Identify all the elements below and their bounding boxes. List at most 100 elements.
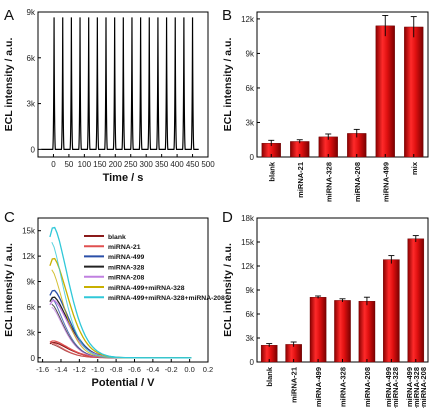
- y-tick-label: 6k: [246, 310, 255, 319]
- plot-frame: [37, 11, 209, 158]
- bar: [375, 25, 395, 158]
- legend-label: miRNA-208: [108, 275, 144, 282]
- y-tick-label: 15k: [241, 238, 255, 247]
- panel-A: A ECL intensity / a.u. 0 3k 6k 9k 0 50 100 150 200…: [3, 7, 215, 184]
- category-label-line: miRNA-328: [339, 367, 348, 407]
- panel-label: B: [222, 7, 232, 24]
- x-tick-label: 0.0: [184, 365, 194, 374]
- category-label-line: +miRNA-328: [391, 367, 400, 408]
- category-label: miRNA-21: [290, 367, 299, 403]
- category-label: miRNA-328: [324, 162, 333, 202]
- category-label-line: miRNA-499: [405, 367, 414, 407]
- category-label: blank: [265, 366, 274, 386]
- x-tick-label: 100: [78, 160, 92, 169]
- x-tick-label: -0.8: [110, 365, 123, 374]
- legend-label: miRNA-499+miRNA-328+miRNA-208: [108, 295, 225, 302]
- panel-label: D: [222, 209, 233, 226]
- panel-label: C: [4, 209, 15, 226]
- x-tick-label: 50: [64, 160, 73, 169]
- x-tick-label: -1.4: [55, 365, 68, 374]
- category-label-line: miRNA-21: [296, 162, 305, 198]
- category-label: mix: [410, 161, 419, 175]
- series-line: [49, 340, 192, 359]
- legend-label: miRNA-499+miRNA-328: [108, 285, 185, 292]
- x-tick-label: 0.2: [203, 365, 213, 374]
- panel-B: B ECL intensity / a.u. 0 3k 6k 9k 12k blank miRN…: [222, 7, 429, 202]
- y-tick-label: 3k: [246, 334, 255, 343]
- x-tick-label: 400: [170, 160, 184, 169]
- x-tick-label: 0: [51, 160, 56, 169]
- y-tick-label: 12k: [22, 252, 36, 261]
- x-tick-label: -0.2: [165, 365, 178, 374]
- y-tick-label: 0: [250, 153, 255, 162]
- category-label: miRNA-499+miRNA-328: [384, 367, 400, 408]
- y-tick-label: 9k: [246, 286, 255, 295]
- x-tick-label: -0.6: [128, 365, 141, 374]
- bar: [334, 300, 351, 363]
- x-tick-label: 350: [155, 160, 169, 169]
- y-axis-label: ECL intensity / a.u.: [3, 38, 15, 132]
- panel-label: A: [4, 7, 14, 24]
- category-label: miRNA-499: [314, 367, 323, 407]
- category-label-line: +miRNA-328: [412, 367, 421, 408]
- y-tick-label: 15k: [22, 227, 36, 236]
- x-tick-label: 500: [201, 160, 215, 169]
- y-axis-label: ECL intensity / a.u.: [222, 243, 234, 337]
- y-tick-label: 12k: [241, 262, 255, 271]
- category-label-line: miRNA-328: [324, 162, 333, 202]
- legend-label: miRNA-21: [108, 244, 141, 251]
- category-label: blank: [267, 161, 276, 181]
- bar: [309, 297, 327, 363]
- y-axis-label: ECL intensity / a.u.: [222, 38, 234, 132]
- category-label-line: miRNA-21: [290, 367, 299, 403]
- y-tick-label: 12k: [241, 15, 255, 24]
- y-tick-label: 3k: [246, 118, 255, 127]
- y-tick-label: 6k: [27, 54, 36, 63]
- y-tick-label: 6k: [27, 303, 36, 312]
- category-label-line: miRNA-208: [363, 367, 372, 407]
- bar: [318, 136, 338, 158]
- y-tick-label: 9k: [27, 278, 36, 287]
- y-tick-label: 9k: [246, 49, 255, 58]
- x-tick-label: 150: [93, 160, 107, 169]
- x-tick-label: 450: [186, 160, 200, 169]
- x-tick-label: -0.4: [146, 365, 159, 374]
- y-tick-label: 0: [250, 358, 255, 367]
- y-axis-label: ECL intensity / a.u.: [3, 243, 15, 337]
- y-tick-label: 0: [31, 145, 36, 154]
- plot-frame: [256, 11, 429, 158]
- series-line: [49, 257, 192, 359]
- x-tick-label: 250: [124, 160, 138, 169]
- bar: [358, 301, 376, 363]
- category-label-line: blank: [265, 366, 274, 386]
- category-label: miRNA-208: [363, 367, 372, 407]
- bar: [404, 26, 424, 158]
- category-label-line: mix: [410, 161, 419, 175]
- category-label-line: blank: [267, 161, 276, 181]
- category-label-line: miRNA-499: [381, 162, 390, 202]
- category-label: miRNA-328: [339, 367, 348, 407]
- x-tick-label: 200: [109, 160, 123, 169]
- category-label: miRNA-21: [296, 162, 305, 198]
- series-line: [41, 17, 199, 150]
- panel-D: D ECL intensity / a.u. 0 3k 6k 9k 12k 15k 18k bla…: [222, 209, 429, 408]
- x-tick-label: -1.0: [91, 365, 104, 374]
- y-tick-label: 6k: [246, 84, 255, 93]
- x-axis-label: Time / s: [103, 172, 144, 184]
- legend-label: miRNA-499: [108, 254, 144, 261]
- category-label-line: +miRNA-208: [419, 367, 428, 408]
- y-tick-label: 9k: [27, 8, 36, 17]
- category-label-line: miRNA-208: [353, 162, 362, 202]
- category-label-line: miRNA-499: [384, 367, 393, 407]
- category-label: miRNA-499: [381, 162, 390, 202]
- category-label: miRNA-499+miRNA-328+miRNA-208: [405, 367, 428, 408]
- y-tick-label: 3k: [27, 100, 36, 109]
- panel-C: C ECL intensity / a.u. 0 3k 6k 9k 12k 15k -1.6 -1…: [3, 209, 225, 389]
- legend-label: miRNA-328: [108, 264, 144, 271]
- category-label-line: miRNA-499: [314, 367, 323, 407]
- y-tick-label: 3k: [27, 328, 36, 337]
- category-label: miRNA-208: [353, 162, 362, 202]
- x-tick-label: -1.2: [73, 365, 86, 374]
- x-tick-label: -1.6: [36, 365, 49, 374]
